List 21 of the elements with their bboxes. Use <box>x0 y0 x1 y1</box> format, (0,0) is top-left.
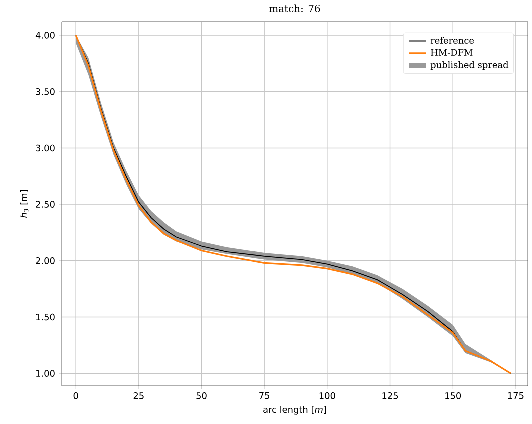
y-tick-label: 1.00 <box>36 370 55 377</box>
chart-title: match: 76 <box>270 4 320 12</box>
x-tick-label: 175 <box>508 392 524 400</box>
x-tick-label: 25 <box>134 392 144 400</box>
y-tick-label: 3.00 <box>36 144 55 152</box>
y-tick-label: 2.00 <box>36 258 55 264</box>
y-tick-label: 4.00 <box>36 32 55 39</box>
annotation: published spread <box>430 61 509 70</box>
x-tick-label: 0 <box>74 392 78 400</box>
y-tick-label: 2.50 <box>36 201 55 208</box>
legend-label: reference <box>430 37 474 44</box>
x-tick-label: 150 <box>446 392 462 400</box>
y-axis-title: h$_{3}$ [m] <box>20 190 29 218</box>
x-axis-title: arc length [m] <box>264 406 326 415</box>
x-tick-label: 125 <box>382 392 398 400</box>
x-tick-label: 75 <box>260 392 270 400</box>
x-tick-label: 100 <box>320 392 336 400</box>
legend-label: HM-DFM <box>431 49 473 56</box>
y-tick-label: 3.50 <box>36 88 55 96</box>
y-tick-label: 1.50 <box>36 314 55 321</box>
x-tick-label: 50 <box>196 392 207 400</box>
